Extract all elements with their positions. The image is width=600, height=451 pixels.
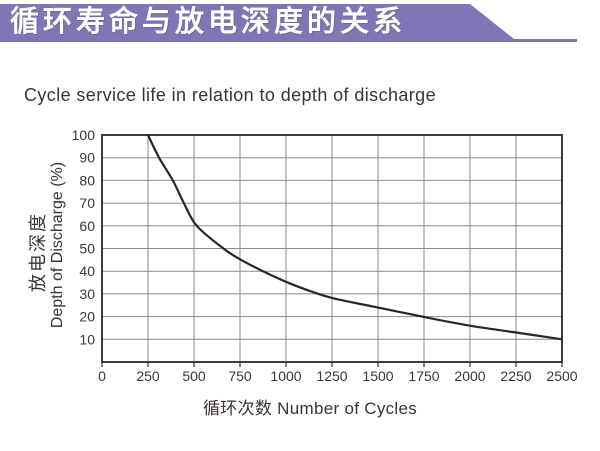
x-tick-label: 750 (228, 368, 252, 384)
plot-border (101, 134, 563, 363)
y-tick-label: 90 (79, 150, 95, 166)
y-tick-label: 80 (79, 172, 95, 188)
y-tick-label: 10 (79, 331, 95, 347)
x-tick-label: 250 (136, 368, 160, 384)
y-axis-title-english: Depth of Discharge (%) (49, 161, 66, 329)
y-tick-label: 30 (79, 286, 95, 302)
x-tick-label: 1000 (270, 368, 301, 384)
y-tick-label: 60 (79, 218, 95, 234)
page-title: Cycle service life in relation to depth … (24, 85, 437, 105)
y-tick-label: 100 (72, 127, 96, 143)
x-tick-label: 500 (182, 368, 206, 384)
x-tick-label: 2500 (546, 368, 577, 384)
x-tick-label: 0 (98, 368, 106, 384)
x-axis-title: 循环次数 Number of Cycles (202, 399, 418, 418)
y-axis-title-chinese: 放电深度 (28, 212, 48, 292)
x-tick-label: 1250 (316, 368, 347, 384)
x-tick-label: 1750 (408, 368, 439, 384)
y-tick-label: 40 (79, 263, 95, 279)
y-tick-label: 70 (79, 195, 95, 211)
y-tick-label: 50 (79, 241, 95, 257)
banner-title: 循环寿命与放电深度的关系 (10, 6, 407, 38)
x-tick-label: 1500 (362, 368, 393, 384)
y-tick-label: 20 (79, 309, 95, 325)
cycle-life-curve (146, 133, 564, 341)
x-tick-label: 2250 (500, 368, 531, 384)
x-tick-label: 2000 (454, 368, 485, 384)
